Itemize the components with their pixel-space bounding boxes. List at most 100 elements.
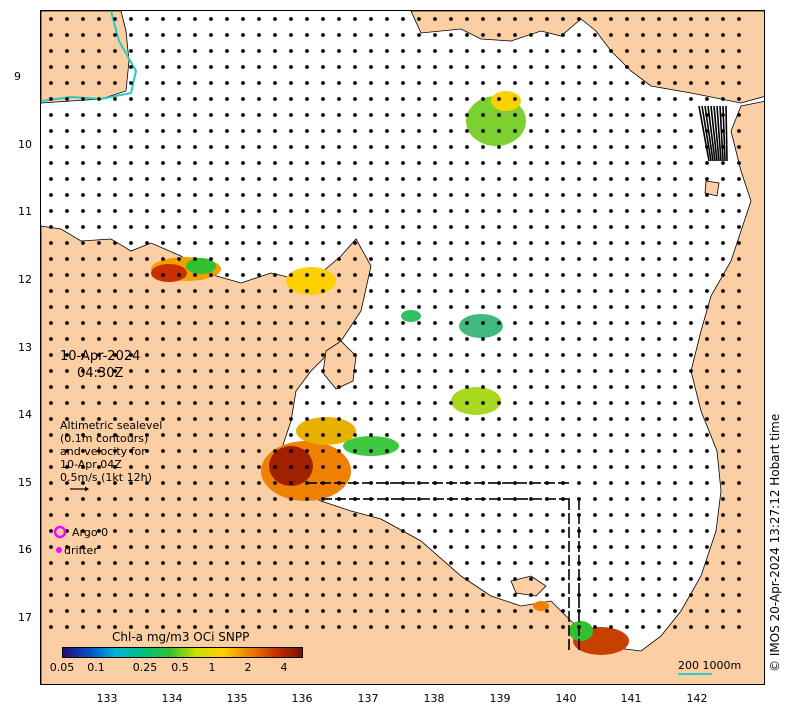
velocity-dot — [609, 417, 613, 421]
velocity-dot — [577, 401, 581, 405]
velocity-dot — [577, 465, 581, 469]
velocity-dot — [705, 481, 709, 485]
velocity-dot — [625, 33, 629, 37]
velocity-dot — [65, 33, 69, 37]
velocity-dot — [721, 33, 725, 37]
velocity-dot — [337, 177, 341, 181]
velocity-dot — [145, 97, 149, 101]
velocity-dot — [529, 129, 533, 133]
velocity-dot — [129, 177, 133, 181]
velocity-dot — [561, 33, 565, 37]
velocity-dot — [465, 49, 469, 53]
velocity-dot — [449, 577, 453, 581]
velocity-dot — [353, 385, 357, 389]
velocity-dot — [529, 289, 533, 293]
velocity-dot — [193, 625, 197, 629]
velocity-dot — [705, 209, 709, 213]
velocity-dot — [625, 593, 629, 597]
lon-label-135: 135 — [226, 692, 248, 705]
velocity-dot — [145, 513, 149, 517]
velocity-dot — [193, 17, 197, 21]
velocity-dot — [289, 305, 293, 309]
velocity-dot — [385, 241, 389, 245]
velocity-dot — [513, 241, 517, 245]
velocity-dot — [49, 273, 53, 277]
velocity-dot — [81, 305, 85, 309]
velocity-dot — [449, 241, 453, 245]
velocity-dot — [641, 417, 645, 421]
velocity-dot — [641, 529, 645, 533]
velocity-dot — [705, 225, 709, 229]
velocity-dot — [657, 273, 661, 277]
velocity-dot — [529, 625, 533, 629]
velocity-dot — [561, 65, 565, 69]
velocity-dot — [593, 161, 597, 165]
velocity-dot — [81, 209, 85, 213]
velocity-dot — [401, 593, 405, 597]
velocity-dot — [417, 529, 421, 533]
velocity-dot — [321, 17, 325, 21]
velocity-dot — [177, 433, 181, 437]
velocity-dot — [689, 241, 693, 245]
velocity-dot — [49, 49, 53, 53]
velocity-dot — [337, 417, 341, 421]
velocity-dot — [145, 433, 149, 437]
velocity-dot — [401, 33, 405, 37]
cape-york — [410, 11, 764, 104]
velocity-dot — [353, 129, 357, 133]
velocity-dot — [257, 17, 261, 21]
velocity-dot — [273, 481, 277, 485]
velocity-dot — [113, 257, 117, 261]
velocity-dot — [177, 209, 181, 213]
velocity-dot — [177, 449, 181, 453]
velocity-dot — [577, 353, 581, 357]
velocity-dot — [433, 145, 437, 149]
velocity-dot — [689, 353, 693, 357]
velocity-dot — [305, 625, 309, 629]
velocity-dot — [241, 529, 245, 533]
velocity-dot — [401, 81, 405, 85]
map-frame[interactable] — [40, 10, 765, 685]
velocity-dot — [465, 545, 469, 549]
velocity-dot — [689, 497, 693, 501]
velocity-dot — [129, 257, 133, 261]
velocity-dot — [81, 225, 85, 229]
velocity-dot — [497, 145, 501, 149]
tiwi-land — [41, 11, 130, 104]
velocity-dot — [593, 401, 597, 405]
velocity-dot — [129, 401, 133, 405]
velocity-dot — [561, 113, 565, 117]
velocity-dot — [673, 337, 677, 341]
velocity-dot — [289, 417, 293, 421]
velocity-dot — [193, 369, 197, 373]
velocity-dot — [481, 177, 485, 181]
velocity-dot — [577, 241, 581, 245]
velocity-dot — [305, 97, 309, 101]
velocity-dot — [401, 385, 405, 389]
velocity-dot — [737, 417, 741, 421]
velocity-dot — [273, 465, 277, 469]
velocity-dot — [353, 561, 357, 565]
velocity-dot — [209, 433, 213, 437]
velocity-dot — [209, 209, 213, 213]
velocity-dot — [705, 321, 709, 325]
velocity-dot — [449, 369, 453, 373]
velocity-dot — [289, 289, 293, 293]
velocity-dot — [161, 65, 165, 69]
velocity-dot — [65, 625, 69, 629]
velocity-dot — [433, 433, 437, 437]
velocity-dot — [113, 241, 117, 245]
velocity-dot — [657, 225, 661, 229]
velocity-dot — [705, 305, 709, 309]
velocity-dot — [641, 65, 645, 69]
velocity-dot — [209, 97, 213, 101]
velocity-dot — [481, 225, 485, 229]
velocity-dot — [705, 625, 709, 629]
velocity-dot — [385, 273, 389, 277]
velocity-dot — [257, 145, 261, 149]
velocity-dot — [193, 225, 197, 229]
reference-arrow-icon — [70, 486, 89, 492]
velocity-dot — [49, 433, 53, 437]
velocity-dot — [449, 609, 453, 613]
velocity-dot — [209, 545, 213, 549]
